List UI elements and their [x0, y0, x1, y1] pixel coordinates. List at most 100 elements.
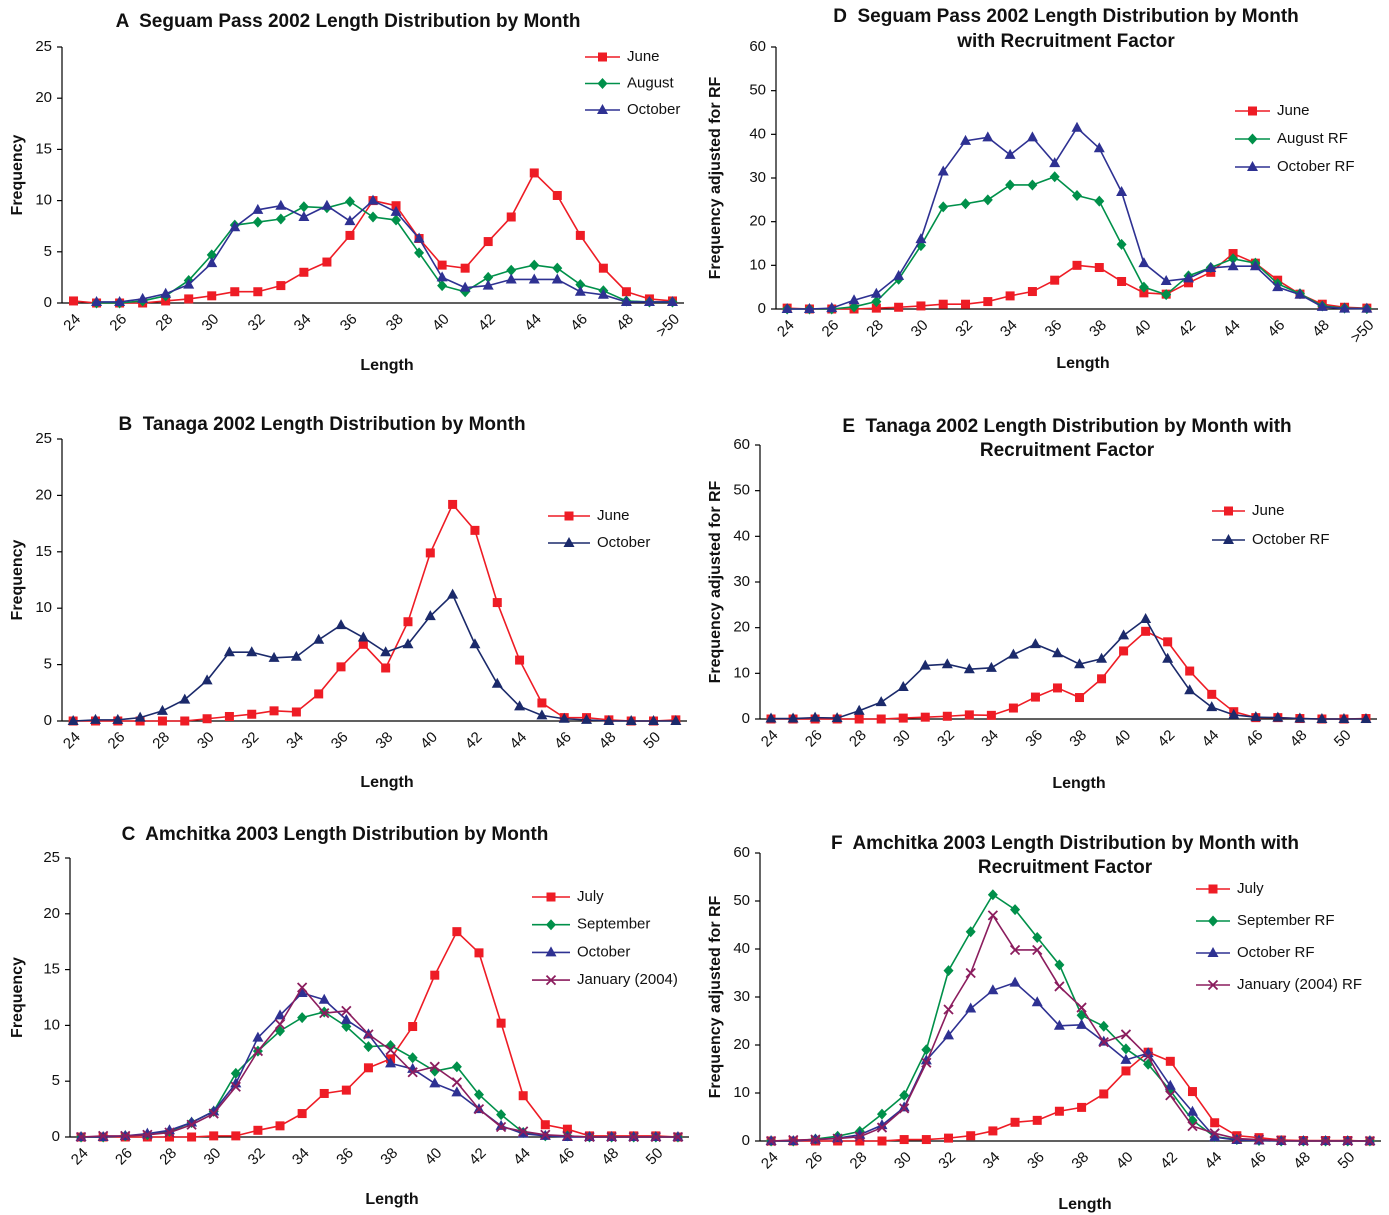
legend-label: July	[1237, 880, 1264, 897]
legend-label: September RF	[1237, 912, 1335, 929]
x-tick-label: 26	[105, 729, 129, 753]
marker	[473, 1089, 484, 1101]
marker	[1272, 281, 1284, 292]
marker	[1029, 638, 1041, 649]
marker	[1142, 1051, 1154, 1062]
y-tick-label: 10	[35, 599, 52, 616]
legend-label: August	[627, 74, 675, 91]
legend-label: August RF	[1277, 130, 1348, 147]
marker	[506, 264, 517, 276]
legend-label: January (2004) RF	[1237, 976, 1362, 993]
marker	[1165, 1090, 1176, 1101]
marker	[987, 910, 999, 921]
y-tick-label: 0	[44, 712, 52, 729]
marker	[298, 210, 310, 221]
marker	[1053, 1019, 1065, 1030]
marker	[1187, 1087, 1197, 1097]
marker	[1338, 713, 1350, 723]
marker	[274, 1009, 286, 1020]
x-tick-label: 36	[337, 311, 361, 335]
x-tick-label: 50	[643, 1145, 667, 1169]
marker	[137, 292, 149, 303]
marker	[1005, 291, 1015, 301]
marker	[506, 212, 516, 222]
series-line	[81, 930, 678, 1138]
marker	[1005, 179, 1016, 191]
marker	[229, 221, 241, 232]
marker	[575, 279, 586, 291]
marker	[430, 970, 440, 980]
x-tick-label: 30	[199, 311, 223, 335]
x-tick-label: 34	[289, 1145, 313, 1169]
x-tick-label: 46	[567, 311, 591, 335]
marker	[855, 1136, 865, 1146]
marker	[91, 295, 103, 306]
y-tick-label: 50	[733, 892, 750, 909]
y-axis-label: Frequency adjusted for RF	[707, 480, 724, 683]
legend-label: October	[597, 534, 650, 551]
marker	[1342, 1135, 1353, 1147]
marker	[414, 247, 425, 259]
marker	[208, 1105, 220, 1116]
marker	[1098, 1020, 1109, 1032]
y-tick-label: 25	[43, 849, 60, 866]
marker	[765, 712, 777, 723]
marker	[598, 52, 607, 62]
x-tick-label: 24	[60, 729, 84, 753]
marker	[877, 1136, 887, 1146]
marker	[788, 1134, 799, 1146]
marker	[1276, 1135, 1287, 1146]
marker	[297, 1012, 308, 1024]
marker	[424, 610, 436, 621]
marker	[276, 281, 286, 291]
marker	[335, 619, 347, 630]
marker	[208, 1108, 219, 1119]
marker	[1119, 646, 1129, 656]
chart-title: B Tanaga 2002 Length Distribution by Mon…	[118, 414, 525, 435]
marker	[1071, 121, 1083, 132]
marker	[297, 1109, 307, 1119]
marker	[291, 707, 301, 717]
x-tick-label: 30	[891, 1149, 915, 1173]
x-tick-label: 50	[1335, 1149, 1359, 1173]
marker	[810, 1134, 821, 1145]
marker	[344, 196, 355, 208]
marker	[187, 1132, 197, 1142]
marker	[1248, 106, 1257, 116]
marker	[407, 1052, 418, 1064]
x-tick-label: 44	[1199, 727, 1223, 751]
legend-label: June	[1277, 102, 1310, 119]
marker	[437, 260, 447, 270]
marker	[670, 715, 682, 725]
marker	[391, 214, 402, 226]
marker	[1294, 712, 1306, 723]
legend-label: July	[577, 888, 604, 905]
x-tick-label: 40	[417, 729, 441, 753]
marker	[921, 1057, 932, 1068]
marker	[528, 273, 540, 284]
series-line	[73, 593, 676, 722]
marker	[941, 658, 953, 669]
marker	[1207, 689, 1217, 699]
x-tick-label: 40	[429, 311, 453, 335]
marker	[1098, 1036, 1109, 1048]
marker	[876, 1108, 887, 1120]
x-tick-label: 40	[422, 1145, 446, 1169]
marker	[1049, 171, 1060, 183]
marker	[899, 1135, 909, 1145]
marker	[965, 926, 976, 938]
y-tick-label: 20	[749, 213, 766, 230]
marker	[69, 296, 79, 306]
panel: B Tanaga 2002 Length Distribution by Mon…	[9, 414, 687, 791]
marker	[496, 1109, 507, 1121]
marker	[460, 263, 470, 273]
marker	[1182, 272, 1194, 283]
marker	[206, 249, 217, 261]
y-tick-label: 10	[35, 192, 52, 209]
marker	[403, 617, 413, 627]
marker	[120, 1130, 131, 1142]
marker	[319, 1007, 330, 1019]
marker	[341, 1085, 351, 1095]
x-tick-label: 44	[510, 1145, 534, 1169]
marker	[1162, 652, 1174, 663]
